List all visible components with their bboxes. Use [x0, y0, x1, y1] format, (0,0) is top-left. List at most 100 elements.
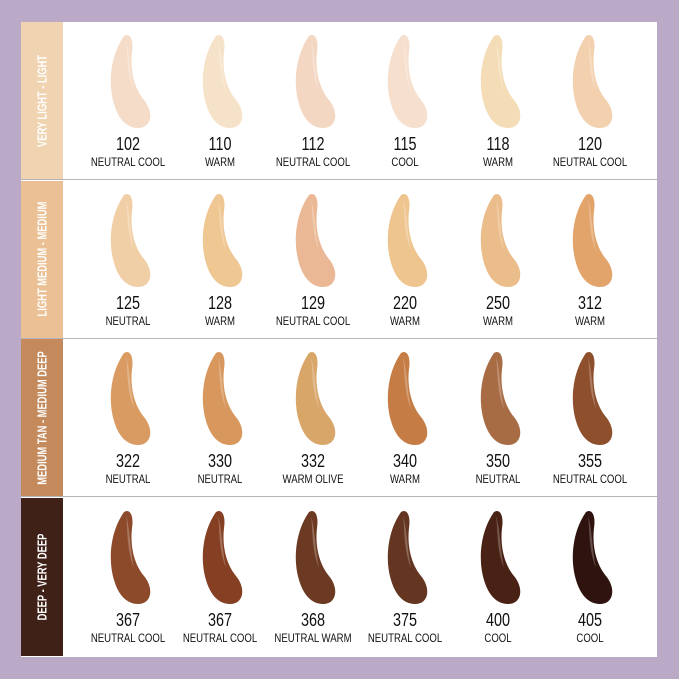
foundation-swatch: [203, 510, 243, 604]
shade-row: VERY LIGHT - LIGHT 102 NEUTRAL COOL 110 WARM…: [21, 22, 657, 180]
swatch-highlight: [126, 40, 134, 92]
foundation-swatch: [295, 34, 336, 128]
swatch-shape: [110, 193, 151, 287]
swatch-highlight: [126, 515, 134, 568]
shade-undertone: WARM: [205, 155, 236, 169]
swatch-shape: [480, 193, 520, 287]
shade-chart: VERY LIGHT - LIGHT 102 NEUTRAL COOL 110 WARM…: [21, 22, 657, 657]
swatch-shape: [203, 193, 243, 287]
shade-undertone: WARM OLIVE: [282, 472, 344, 486]
category-label-text: DEEP - VERY DEEP: [34, 533, 50, 620]
shade-undertone: NEUTRAL COOL: [183, 630, 258, 645]
shade-undertone: WARM: [482, 155, 513, 169]
swatch-shape: [295, 510, 336, 604]
swatch-highlight: [403, 198, 412, 251]
shade-number: 312: [577, 292, 603, 313]
shade-number: 125: [115, 292, 141, 313]
swatch-highlight: [495, 40, 504, 92]
shade-swatch-item: 118 WARM: [452, 22, 544, 180]
shade-number: 322: [115, 451, 141, 471]
shade-undertone: NEUTRAL COOL: [90, 155, 166, 169]
swatch-shape: [572, 510, 613, 604]
shade-swatch-item: 112 NEUTRAL COOL: [267, 22, 359, 180]
foundation-swatch: [480, 193, 520, 287]
swatch-highlight: [310, 40, 319, 92]
foundation-swatch: [387, 193, 428, 287]
foundation-swatch: [110, 351, 151, 445]
foundation-swatch: [203, 351, 243, 445]
shade-number: 118: [486, 134, 510, 154]
shade-undertone: NEUTRAL WARM: [274, 630, 352, 645]
foundation-swatch: [295, 193, 336, 287]
swatch-shape: [480, 34, 520, 128]
swatch-highlight: [126, 357, 134, 409]
shade-number: 250: [485, 292, 510, 313]
category-label: VERY LIGHT - LIGHT: [21, 22, 63, 179]
shade-number: 340: [393, 451, 418, 471]
shade-number: 115: [393, 134, 417, 154]
category-label: MEDIUM TAN - MEDIUM DEEP: [21, 339, 63, 496]
swatch-highlight: [495, 198, 504, 251]
foundation-swatch: [480, 510, 520, 604]
shade-row: MEDIUM TAN - MEDIUM DEEP 322 NEUTRAL 330 NEU…: [21, 339, 657, 497]
foundation-swatch: [480, 351, 520, 445]
swatch-shape: [572, 351, 613, 445]
foundation-swatch: [387, 510, 428, 604]
shade-number: 112: [301, 134, 325, 154]
shade-undertone: WARM: [390, 472, 421, 486]
foundation-swatch: [572, 510, 613, 604]
shade-undertone: NEUTRAL COOL: [275, 313, 350, 328]
foundation-swatch: [572, 34, 613, 128]
shade-swatch-item: 367 NEUTRAL COOL: [82, 498, 174, 656]
foundation-swatch: [572, 351, 613, 445]
swatch-highlight: [495, 357, 504, 409]
foundation-swatch: [110, 510, 151, 604]
shade-swatch-item: 400 COOL: [452, 498, 544, 656]
swatch-shape: [203, 34, 243, 128]
shade-number: 110: [208, 134, 232, 154]
swatch-shape: [295, 193, 336, 287]
shade-number: 400: [485, 609, 510, 630]
foundation-swatch: [110, 193, 151, 287]
category-label: LIGHT MEDIUM - MEDIUM: [21, 180, 63, 338]
shade-undertone: COOL: [391, 155, 419, 169]
shade-swatch-item: 115 COOL: [359, 22, 451, 180]
shade-number: 332: [300, 451, 325, 471]
swatch-highlight: [218, 515, 227, 568]
shade-swatch-item: 355 NEUTRAL COOL: [544, 339, 636, 497]
shade-undertone: WARM: [205, 313, 236, 328]
category-label-text: LIGHT MEDIUM - MEDIUM: [34, 201, 50, 317]
shade-undertone: NEUTRAL: [197, 472, 243, 486]
foundation-swatch: [203, 193, 243, 287]
category-label: DEEP - VERY DEEP: [21, 497, 63, 656]
swatch-shape: [572, 34, 613, 128]
swatch-shape: [295, 351, 336, 445]
swatch-highlight: [403, 357, 412, 409]
foundation-swatch: [295, 351, 336, 445]
shade-swatch-item: 332 WARM OLIVE: [267, 339, 359, 497]
shade-undertone: WARM: [482, 313, 513, 328]
shade-swatch-item: 250 WARM: [452, 181, 544, 339]
swatch-shape: [480, 351, 520, 445]
shade-number: 102: [115, 134, 141, 154]
shade-undertone: NEUTRAL COOL: [552, 472, 628, 486]
shade-swatch-item: 312 WARM: [544, 181, 636, 339]
swatch-highlight: [588, 198, 596, 251]
foundation-swatch: [572, 193, 613, 287]
shade-number: 330: [208, 451, 233, 471]
swatch-highlight: [588, 357, 596, 409]
swatch-highlight: [218, 357, 227, 409]
shade-number: 375: [393, 609, 418, 630]
shade-undertone: NEUTRAL COOL: [552, 155, 628, 169]
swatch-shape: [572, 193, 613, 287]
shade-swatch-item: 375 NEUTRAL COOL: [359, 498, 451, 656]
swatch-highlight: [218, 198, 227, 251]
swatch-shape: [110, 510, 151, 604]
shade-number: 220: [393, 292, 418, 313]
shade-swatch-item: 125 NEUTRAL: [82, 181, 174, 339]
swatch-shape: [387, 34, 428, 128]
swatch-shape: [387, 193, 428, 287]
shade-swatch-item: 322 NEUTRAL: [82, 339, 174, 497]
shade-undertone: NEUTRAL: [105, 313, 151, 328]
swatch-highlight: [588, 40, 596, 92]
